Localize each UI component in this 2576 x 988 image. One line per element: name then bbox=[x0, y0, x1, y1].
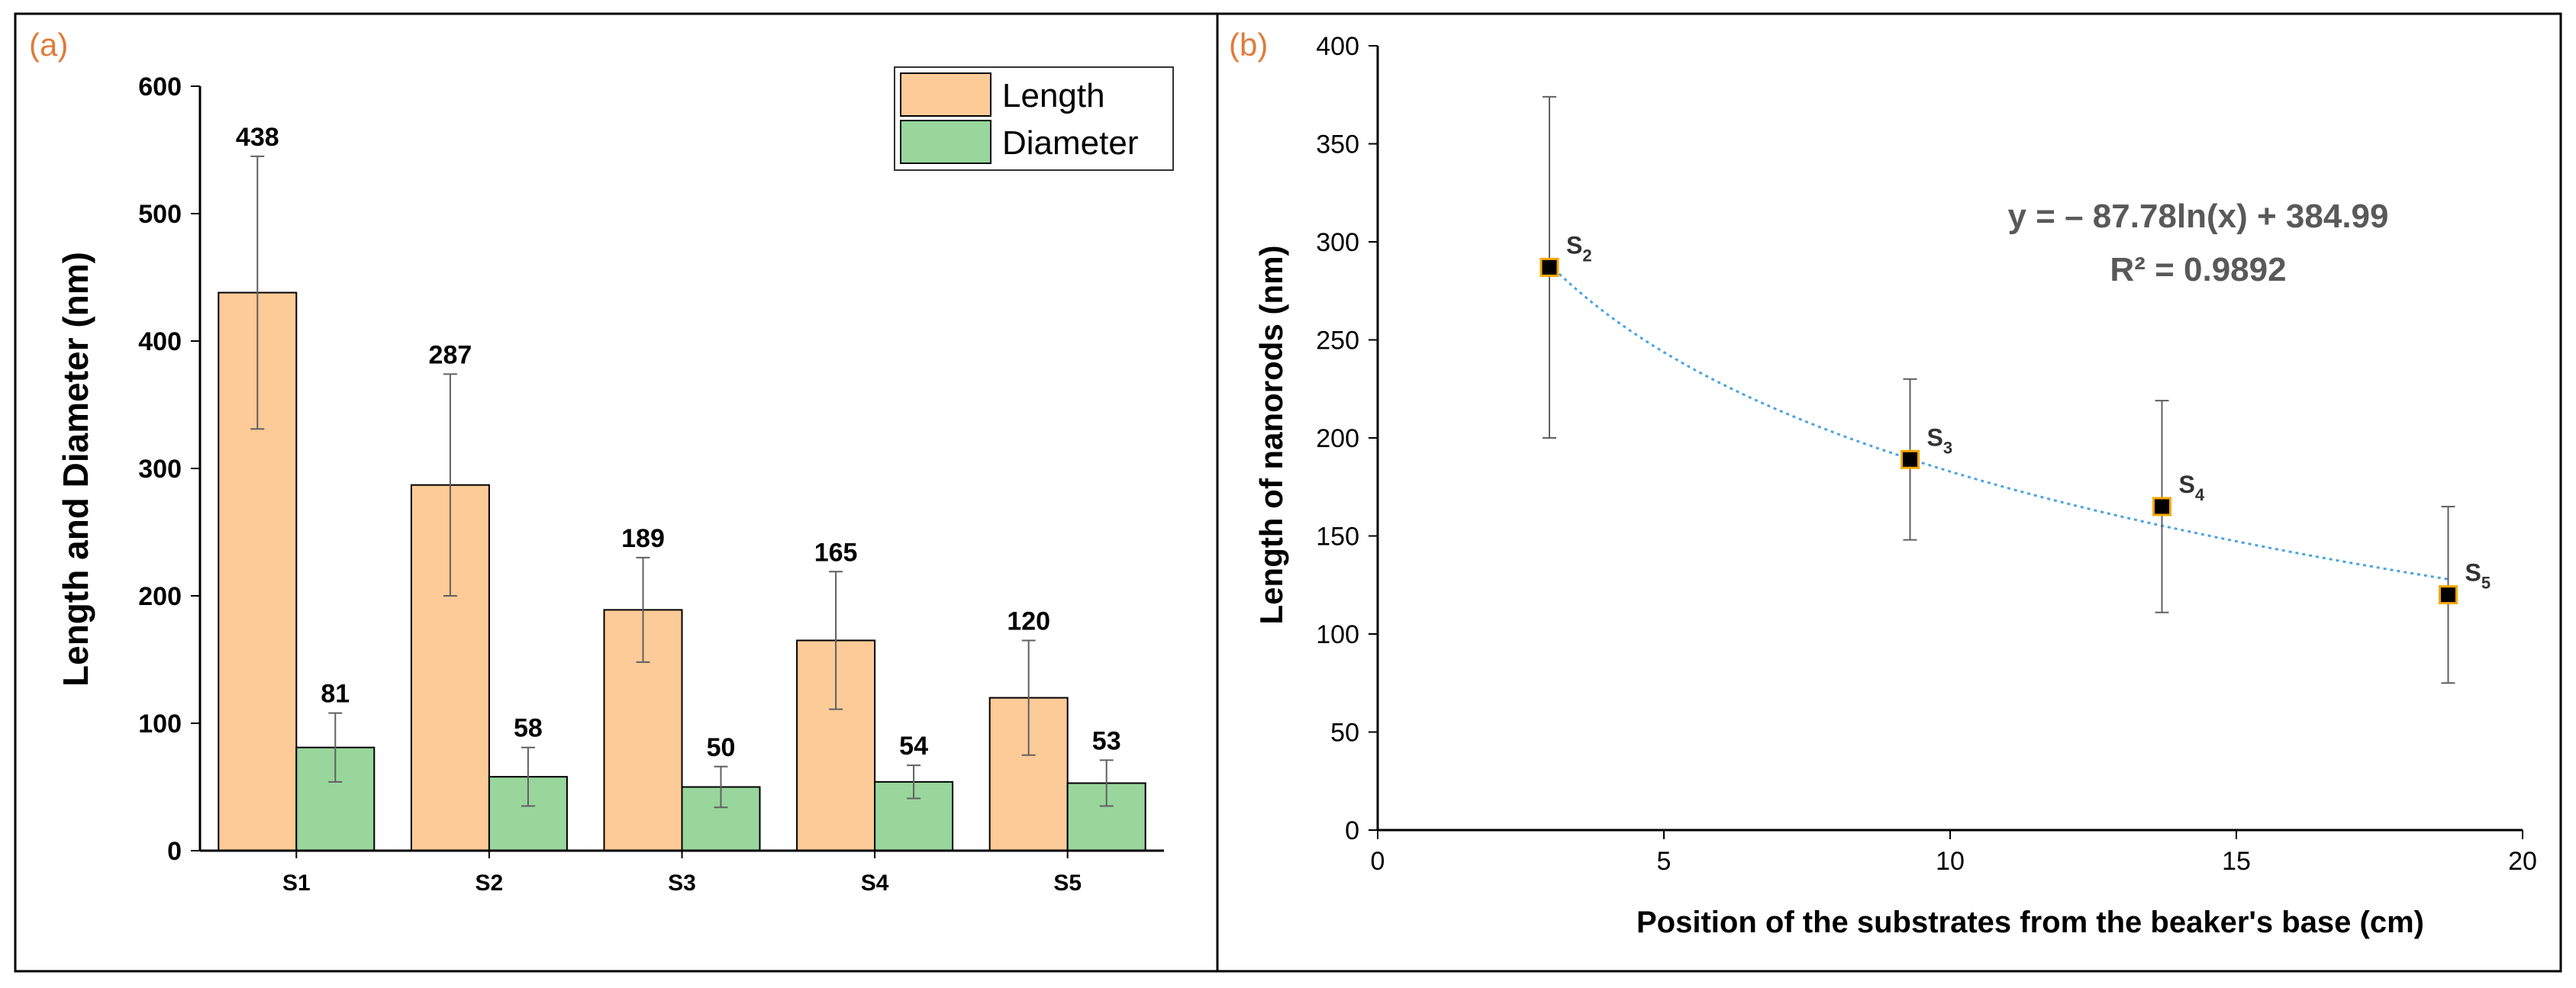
data-label-diameter-S5: 53 bbox=[1092, 726, 1121, 755]
y-tick-label: 50 bbox=[1330, 719, 1359, 748]
data-label-length-S3: 189 bbox=[621, 524, 665, 553]
fit-r-squared: R² = 0.9892 bbox=[2110, 251, 2286, 288]
data-point-S4 bbox=[2152, 497, 2171, 517]
y-tick-label: 200 bbox=[138, 582, 182, 611]
x-tick-label-S5: S5 bbox=[1053, 871, 1082, 896]
axes bbox=[191, 85, 1164, 858]
y-tick-label: 400 bbox=[1316, 32, 1359, 61]
x-tick-labels: 0 5 10 15 20 bbox=[1371, 847, 2537, 876]
data-label-length-S5: 120 bbox=[1007, 607, 1050, 636]
y-axis-label: Length and Diameter (nm) bbox=[56, 252, 95, 687]
y-tick-label: 200 bbox=[1316, 424, 1359, 453]
data-label-diameter-S2: 58 bbox=[514, 714, 543, 743]
x-tick-label-S2: S2 bbox=[476, 871, 504, 896]
fit-equation: y = – 87.78ln(x) + 384.99 bbox=[2007, 198, 2388, 235]
bar-chart-panel: (a) 438 81 287 58 189 50 165 54 120 53 0 100 200 300… bbox=[29, 27, 1174, 896]
x-tick-labels: S1 S2 S3 S4 S5 bbox=[282, 871, 1082, 896]
y-tick-label: 250 bbox=[1316, 327, 1359, 356]
y-tick-labels: 0 50 100 150 200 250 300 350 400 bbox=[1316, 32, 1359, 845]
y-tick-label: 150 bbox=[1316, 523, 1359, 552]
y-tick-label: 100 bbox=[1316, 620, 1359, 649]
y-tick-label: 400 bbox=[138, 327, 182, 356]
y-tick-label: 600 bbox=[138, 72, 182, 101]
y-tick-labels: 0 100 200 300 400 500 600 bbox=[138, 72, 182, 866]
x-tick-label: 0 bbox=[1371, 847, 1385, 876]
data-label-length-S2: 287 bbox=[429, 340, 472, 369]
data-point-S2 bbox=[1539, 257, 1559, 277]
bar-diameter-S1 bbox=[295, 746, 376, 851]
y-tick-label: 500 bbox=[138, 200, 182, 229]
y-tick-label: 350 bbox=[1316, 130, 1359, 159]
data-label-diameter-S1: 81 bbox=[321, 680, 350, 709]
axes bbox=[1369, 45, 2523, 839]
panel-b-label: (b) bbox=[1229, 27, 1268, 63]
x-tick-label-S4: S4 bbox=[861, 871, 889, 896]
data-label-length-S4: 165 bbox=[814, 538, 858, 567]
y-tick-label: 0 bbox=[1345, 816, 1359, 845]
y-tick-label: 300 bbox=[138, 455, 182, 484]
x-tick-label-S3: S3 bbox=[668, 871, 696, 896]
log-fit-curve bbox=[1548, 263, 2449, 581]
data-label-diameter-S4: 54 bbox=[899, 732, 928, 761]
y-axis-label: Length of nanorods (nm) bbox=[1253, 246, 1289, 625]
panel-b-frame bbox=[1216, 12, 2562, 973]
x-tick-label: 20 bbox=[2508, 847, 2537, 876]
y-tick-label: 300 bbox=[1316, 228, 1359, 257]
legend-label-length: Length bbox=[1002, 77, 1105, 114]
x-axis-label: Position of the substrates from the beak… bbox=[1636, 906, 2424, 939]
y-tick-label: 0 bbox=[167, 837, 182, 866]
data-labels: 438 81 287 58 189 50 165 54 120 53 bbox=[236, 123, 1121, 762]
legend: Length Diameter bbox=[894, 66, 1174, 171]
x-tick-label: 10 bbox=[1936, 847, 1965, 876]
y-tick-label: 100 bbox=[138, 710, 182, 739]
x-tick-label: 5 bbox=[1657, 847, 1672, 876]
error-bars bbox=[250, 155, 1114, 809]
x-tick-label-S1: S1 bbox=[282, 871, 311, 896]
data-points bbox=[1539, 257, 2458, 605]
x-tick-label: 15 bbox=[2222, 847, 2251, 876]
data-point-S5 bbox=[2439, 585, 2458, 605]
data-label-length-S1: 438 bbox=[236, 123, 279, 152]
data-point-S3 bbox=[1901, 449, 1920, 469]
data-label-diameter-S3: 50 bbox=[707, 733, 736, 762]
panel-a-label: (a) bbox=[29, 27, 68, 63]
legend-swatch-length bbox=[900, 72, 991, 117]
legend-swatch-diameter bbox=[900, 120, 991, 164]
legend-label-diameter: Diameter bbox=[1002, 124, 1139, 162]
